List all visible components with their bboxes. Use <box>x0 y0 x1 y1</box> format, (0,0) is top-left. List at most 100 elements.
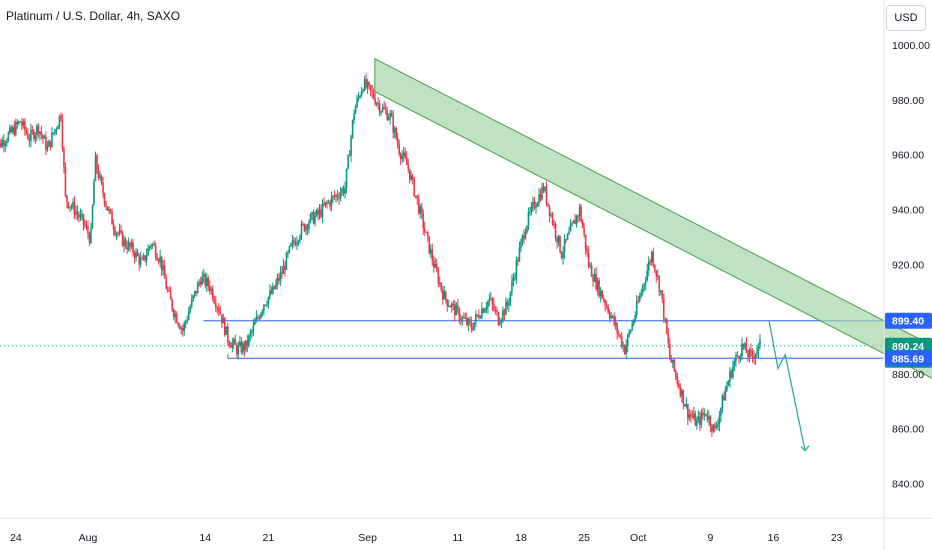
candle-body <box>195 290 198 294</box>
candle-body <box>592 276 594 282</box>
candle-body <box>142 255 145 260</box>
candle-body <box>70 206 73 208</box>
candle-body <box>39 131 41 134</box>
candle-body <box>684 404 686 407</box>
candle-body <box>580 206 582 222</box>
candle-body <box>559 235 561 253</box>
candle-body <box>236 345 238 355</box>
candle-body <box>739 356 742 359</box>
candle-body <box>434 263 437 268</box>
candle-body <box>21 122 23 126</box>
candle-body <box>303 224 306 232</box>
candle-body <box>470 322 473 330</box>
time-axis[interactable]: 24 Aug 14 21 Sep 11 18 25 Oct 9 16 23 <box>0 517 932 544</box>
candle-body <box>574 220 576 225</box>
candle-body <box>297 240 300 242</box>
candle-body <box>345 168 348 188</box>
candle-body <box>715 426 718 428</box>
candle-body <box>730 371 733 378</box>
candle-body <box>270 290 273 294</box>
candle-body <box>243 343 246 351</box>
candle-body <box>665 318 668 334</box>
candle-body <box>141 258 143 260</box>
candle-body <box>363 78 366 90</box>
x-tick-label: 23 <box>831 532 843 544</box>
candle-body <box>181 328 184 331</box>
candle-body <box>333 195 336 198</box>
candle-body <box>396 138 399 145</box>
candle-body <box>81 214 83 216</box>
candle-body <box>514 277 516 279</box>
candle-body <box>356 97 358 107</box>
candle-body <box>378 103 381 113</box>
candle-body <box>281 272 283 274</box>
candle-body <box>183 323 186 331</box>
candle-body <box>105 203 107 207</box>
candle-body <box>748 349 751 357</box>
candle-body <box>360 91 363 97</box>
candle-body <box>210 288 213 291</box>
price-axis[interactable]: 1000.00 980.00 960.00 940.00 920.00 880.00 860… <box>883 0 932 550</box>
projection-path[interactable] <box>768 320 806 451</box>
candle-body <box>437 270 440 284</box>
candle-body <box>466 318 468 325</box>
candle-body <box>66 195 68 203</box>
candle-body <box>49 140 52 147</box>
candle-body <box>371 90 373 92</box>
candle-body <box>99 175 101 179</box>
candle-body <box>490 298 492 300</box>
x-tick-label: 25 <box>578 532 590 544</box>
plot-area[interactable] <box>0 57 932 452</box>
candle-body <box>527 211 530 227</box>
currency-button[interactable]: USD <box>886 5 926 31</box>
candle-body <box>511 281 513 292</box>
candle-body <box>422 213 425 229</box>
candle-body <box>599 290 602 297</box>
candle-body <box>28 139 31 142</box>
candle-body <box>653 265 656 271</box>
y-tick-label: 1000.00 <box>892 40 930 52</box>
candle-body <box>685 403 688 407</box>
descending-channel[interactable] <box>374 57 932 432</box>
candle-body <box>180 328 183 330</box>
candle-body <box>448 306 450 308</box>
candle-body <box>481 308 483 318</box>
candle-body <box>42 135 44 139</box>
candle-body <box>687 403 689 419</box>
x-tick-label: 16 <box>768 532 780 544</box>
candle-body <box>634 315 637 321</box>
candle-body <box>568 231 570 235</box>
candle-body <box>87 226 89 235</box>
candle-body <box>590 265 593 277</box>
candle-body <box>321 203 324 217</box>
candle-body <box>163 265 166 279</box>
candle-body <box>18 121 20 124</box>
candle-body <box>189 307 192 313</box>
candle-body <box>690 414 692 416</box>
candle-body <box>67 202 70 208</box>
candle-body <box>111 211 113 225</box>
candle-body <box>332 195 334 197</box>
candle-body <box>553 223 555 225</box>
candle-body <box>440 282 443 290</box>
candle-body <box>219 311 222 315</box>
candle-body <box>753 356 755 359</box>
candle-body <box>395 128 397 139</box>
candle-body <box>148 246 151 249</box>
candle-body <box>638 295 641 302</box>
candle-body <box>94 155 97 181</box>
candle-body <box>616 322 618 333</box>
candle-body <box>204 274 207 286</box>
y-tick-label: 960.00 <box>892 150 924 162</box>
candle-body <box>75 211 77 215</box>
candle-body <box>175 313 178 323</box>
candle-body <box>693 413 695 418</box>
candle-body <box>214 302 217 308</box>
candle-body <box>326 202 328 204</box>
candle-body <box>357 96 360 98</box>
candle-body <box>73 202 76 215</box>
candle-body <box>608 312 611 318</box>
candle-body <box>548 205 551 216</box>
candle-body <box>45 136 47 151</box>
